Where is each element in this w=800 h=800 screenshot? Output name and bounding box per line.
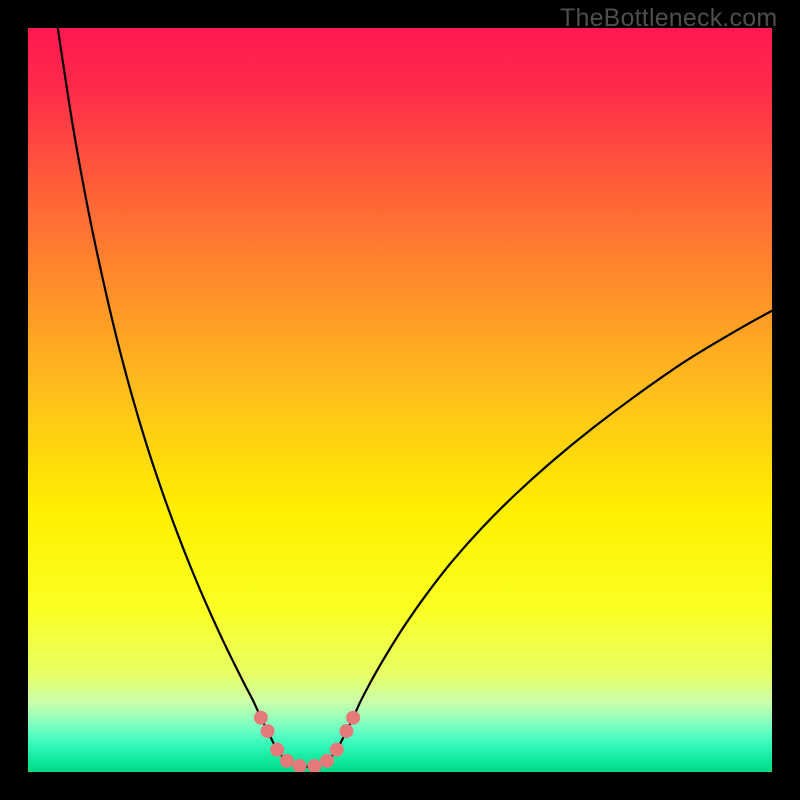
marker-dot — [280, 754, 294, 768]
plot-area — [28, 28, 772, 772]
marker-dot — [261, 724, 275, 738]
marker-dot — [254, 711, 268, 725]
marker-dot — [346, 711, 360, 725]
marker-dot — [330, 743, 344, 757]
marker-dot — [270, 743, 284, 757]
chart-frame — [28, 28, 772, 772]
marker-dot — [339, 724, 353, 738]
marker-dot — [320, 754, 334, 768]
watermark-text: TheBottleneck.com — [560, 4, 777, 33]
gradient-background — [28, 28, 772, 772]
chart-svg — [28, 28, 772, 772]
